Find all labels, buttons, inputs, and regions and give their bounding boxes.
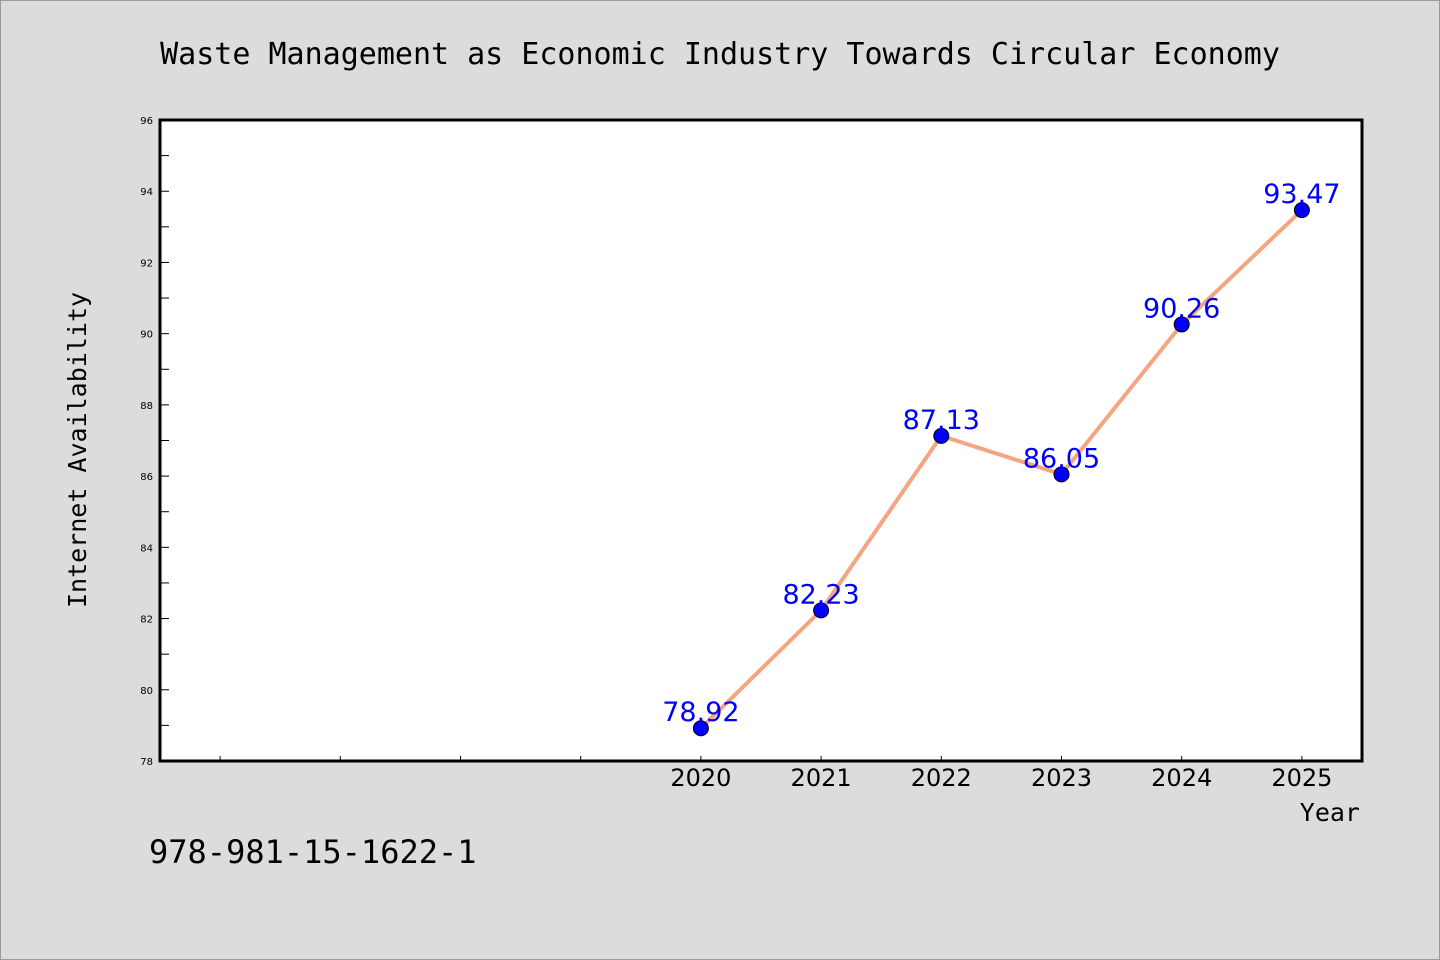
x-tick-label: 2020 xyxy=(670,764,731,792)
y-tick-label: 96 xyxy=(140,116,153,127)
y-tick-label: 82 xyxy=(140,615,153,626)
y-tick-label: 88 xyxy=(140,401,153,412)
data-point xyxy=(933,427,950,444)
x-tick-label: 2025 xyxy=(1271,764,1332,792)
x-tick-label: 2022 xyxy=(911,764,972,792)
data-label: 90.26 xyxy=(1143,293,1220,324)
data-label: 86.05 xyxy=(1023,443,1100,474)
data-label: 78.92 xyxy=(662,697,739,728)
series-line xyxy=(699,208,1304,730)
data-label: 87.13 xyxy=(903,405,980,436)
data-label: 82.23 xyxy=(782,579,859,610)
y-tick-label: 90 xyxy=(140,330,153,341)
data-point xyxy=(1293,202,1310,219)
data-label: 93.47 xyxy=(1263,179,1340,210)
data-point xyxy=(813,602,830,619)
y-axis-ticks: 78 80 82 84 86 88 90 92 94 96 xyxy=(140,116,169,768)
isbn-code: 978-981-15-1622-1 xyxy=(149,833,477,871)
data-point xyxy=(1053,466,1070,483)
data-point xyxy=(1173,316,1190,333)
x-axis-ticks: 2020 2021 2022 2023 2024 2025 xyxy=(219,756,1332,792)
y-tick-label: 84 xyxy=(140,543,153,554)
y-tick-label: 94 xyxy=(140,187,153,198)
y-tick-label: 92 xyxy=(140,258,153,269)
x-tick-label: 2021 xyxy=(791,764,852,792)
x-axis-label: Year xyxy=(1300,798,1360,827)
chart-title: Waste Management as Economic Industry To… xyxy=(160,37,1280,72)
plot-area xyxy=(158,118,1364,763)
y-tick-label: 86 xyxy=(140,472,153,483)
x-tick-label: 2023 xyxy=(1031,764,1092,792)
data-point xyxy=(692,720,709,737)
y-tick-label: 80 xyxy=(140,686,153,697)
x-tick-label: 2024 xyxy=(1151,764,1212,792)
y-tick-label: 78 xyxy=(140,757,153,768)
y-axis-label: Internet Availability xyxy=(63,292,92,608)
series-line-group: 78.92 82.23 87.13 86.05 90.26 93.47 xyxy=(662,179,1341,737)
